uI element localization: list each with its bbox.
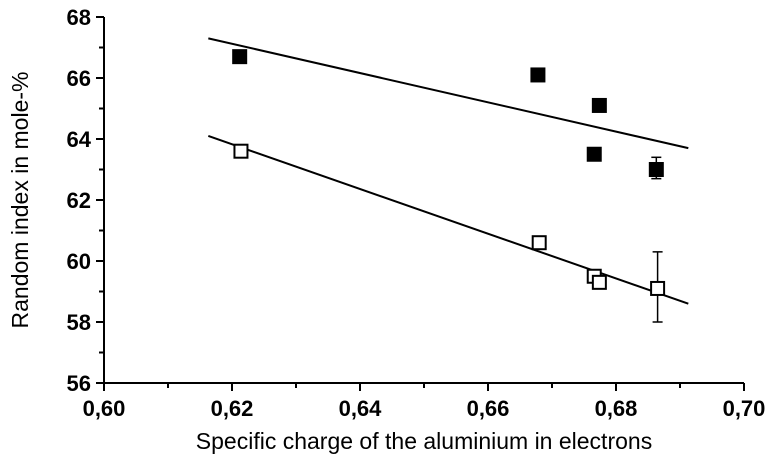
x-tick-label: 0,68 [595,396,638,421]
filled-square-marker [586,146,602,162]
y-tick-label: 56 [67,371,91,396]
x-tick-label: 0,66 [467,396,510,421]
open-square-marker [233,143,249,159]
fit-lines [207,37,689,305]
filled-square-marker [530,67,546,83]
x-tick-label: 0,64 [339,396,383,421]
y-axis-ticks: 56 58 60 62 64 66 68 [67,5,104,396]
y-tick-label: 68 [67,5,91,30]
x-tick-label: 0,60 [83,396,126,421]
filled-square-marker [591,97,607,113]
fit-line-series-1 [208,37,689,150]
y-tick-label: 66 [67,66,91,91]
filled-square-marker [232,49,248,65]
y-tick-label: 64 [67,127,92,152]
filled-square-marker [648,162,664,177]
open-square-marker [591,274,607,290]
y-axis-label: Random index in mole-% [7,72,33,329]
x-axis-label: Specific charge of the aluminium in elec… [196,428,652,454]
fit-line-series-2 [207,135,689,305]
plot-frame [103,17,744,384]
data-markers [232,49,666,296]
error-bars [651,156,663,323]
y-tick-label: 60 [67,249,91,274]
y-tick-label: 58 [67,310,91,335]
y-tick-label: 62 [67,188,91,213]
x-axis-ticks: 0,60 0,62 0,64 0,66 0,68 0,70 [83,383,766,421]
x-tick-label: 0,70 [723,396,766,421]
open-square-marker [650,280,666,296]
x-tick-label: 0,62 [211,396,254,421]
open-square-marker [531,235,547,251]
